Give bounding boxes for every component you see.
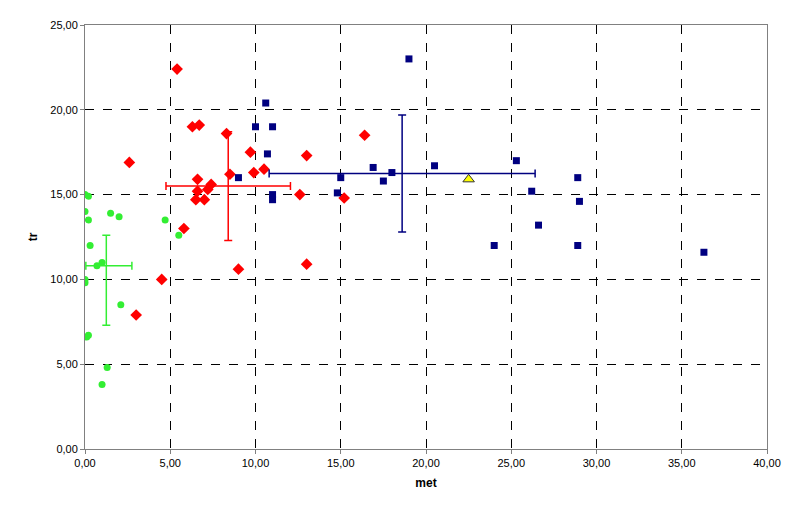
svg-text:40,00: 40,00 xyxy=(753,457,781,469)
svg-text:35,00: 35,00 xyxy=(668,457,696,469)
svg-text:25,00: 25,00 xyxy=(497,457,525,469)
svg-text:10,00: 10,00 xyxy=(242,457,270,469)
svg-text:25,00: 25,00 xyxy=(50,19,78,31)
svg-text:15,00: 15,00 xyxy=(327,457,355,469)
svg-text:met: met xyxy=(415,476,436,490)
svg-text:0,00: 0,00 xyxy=(56,443,77,455)
svg-text:10,00: 10,00 xyxy=(50,273,78,285)
svg-text:tr: tr xyxy=(26,232,40,241)
svg-text:15,00: 15,00 xyxy=(50,188,78,200)
svg-text:20,00: 20,00 xyxy=(50,104,78,116)
svg-text:30,00: 30,00 xyxy=(583,457,611,469)
svg-text:20,00: 20,00 xyxy=(412,457,440,469)
svg-text:5,00: 5,00 xyxy=(56,358,77,370)
svg-text:5,00: 5,00 xyxy=(160,457,181,469)
svg-text:0,00: 0,00 xyxy=(74,457,95,469)
